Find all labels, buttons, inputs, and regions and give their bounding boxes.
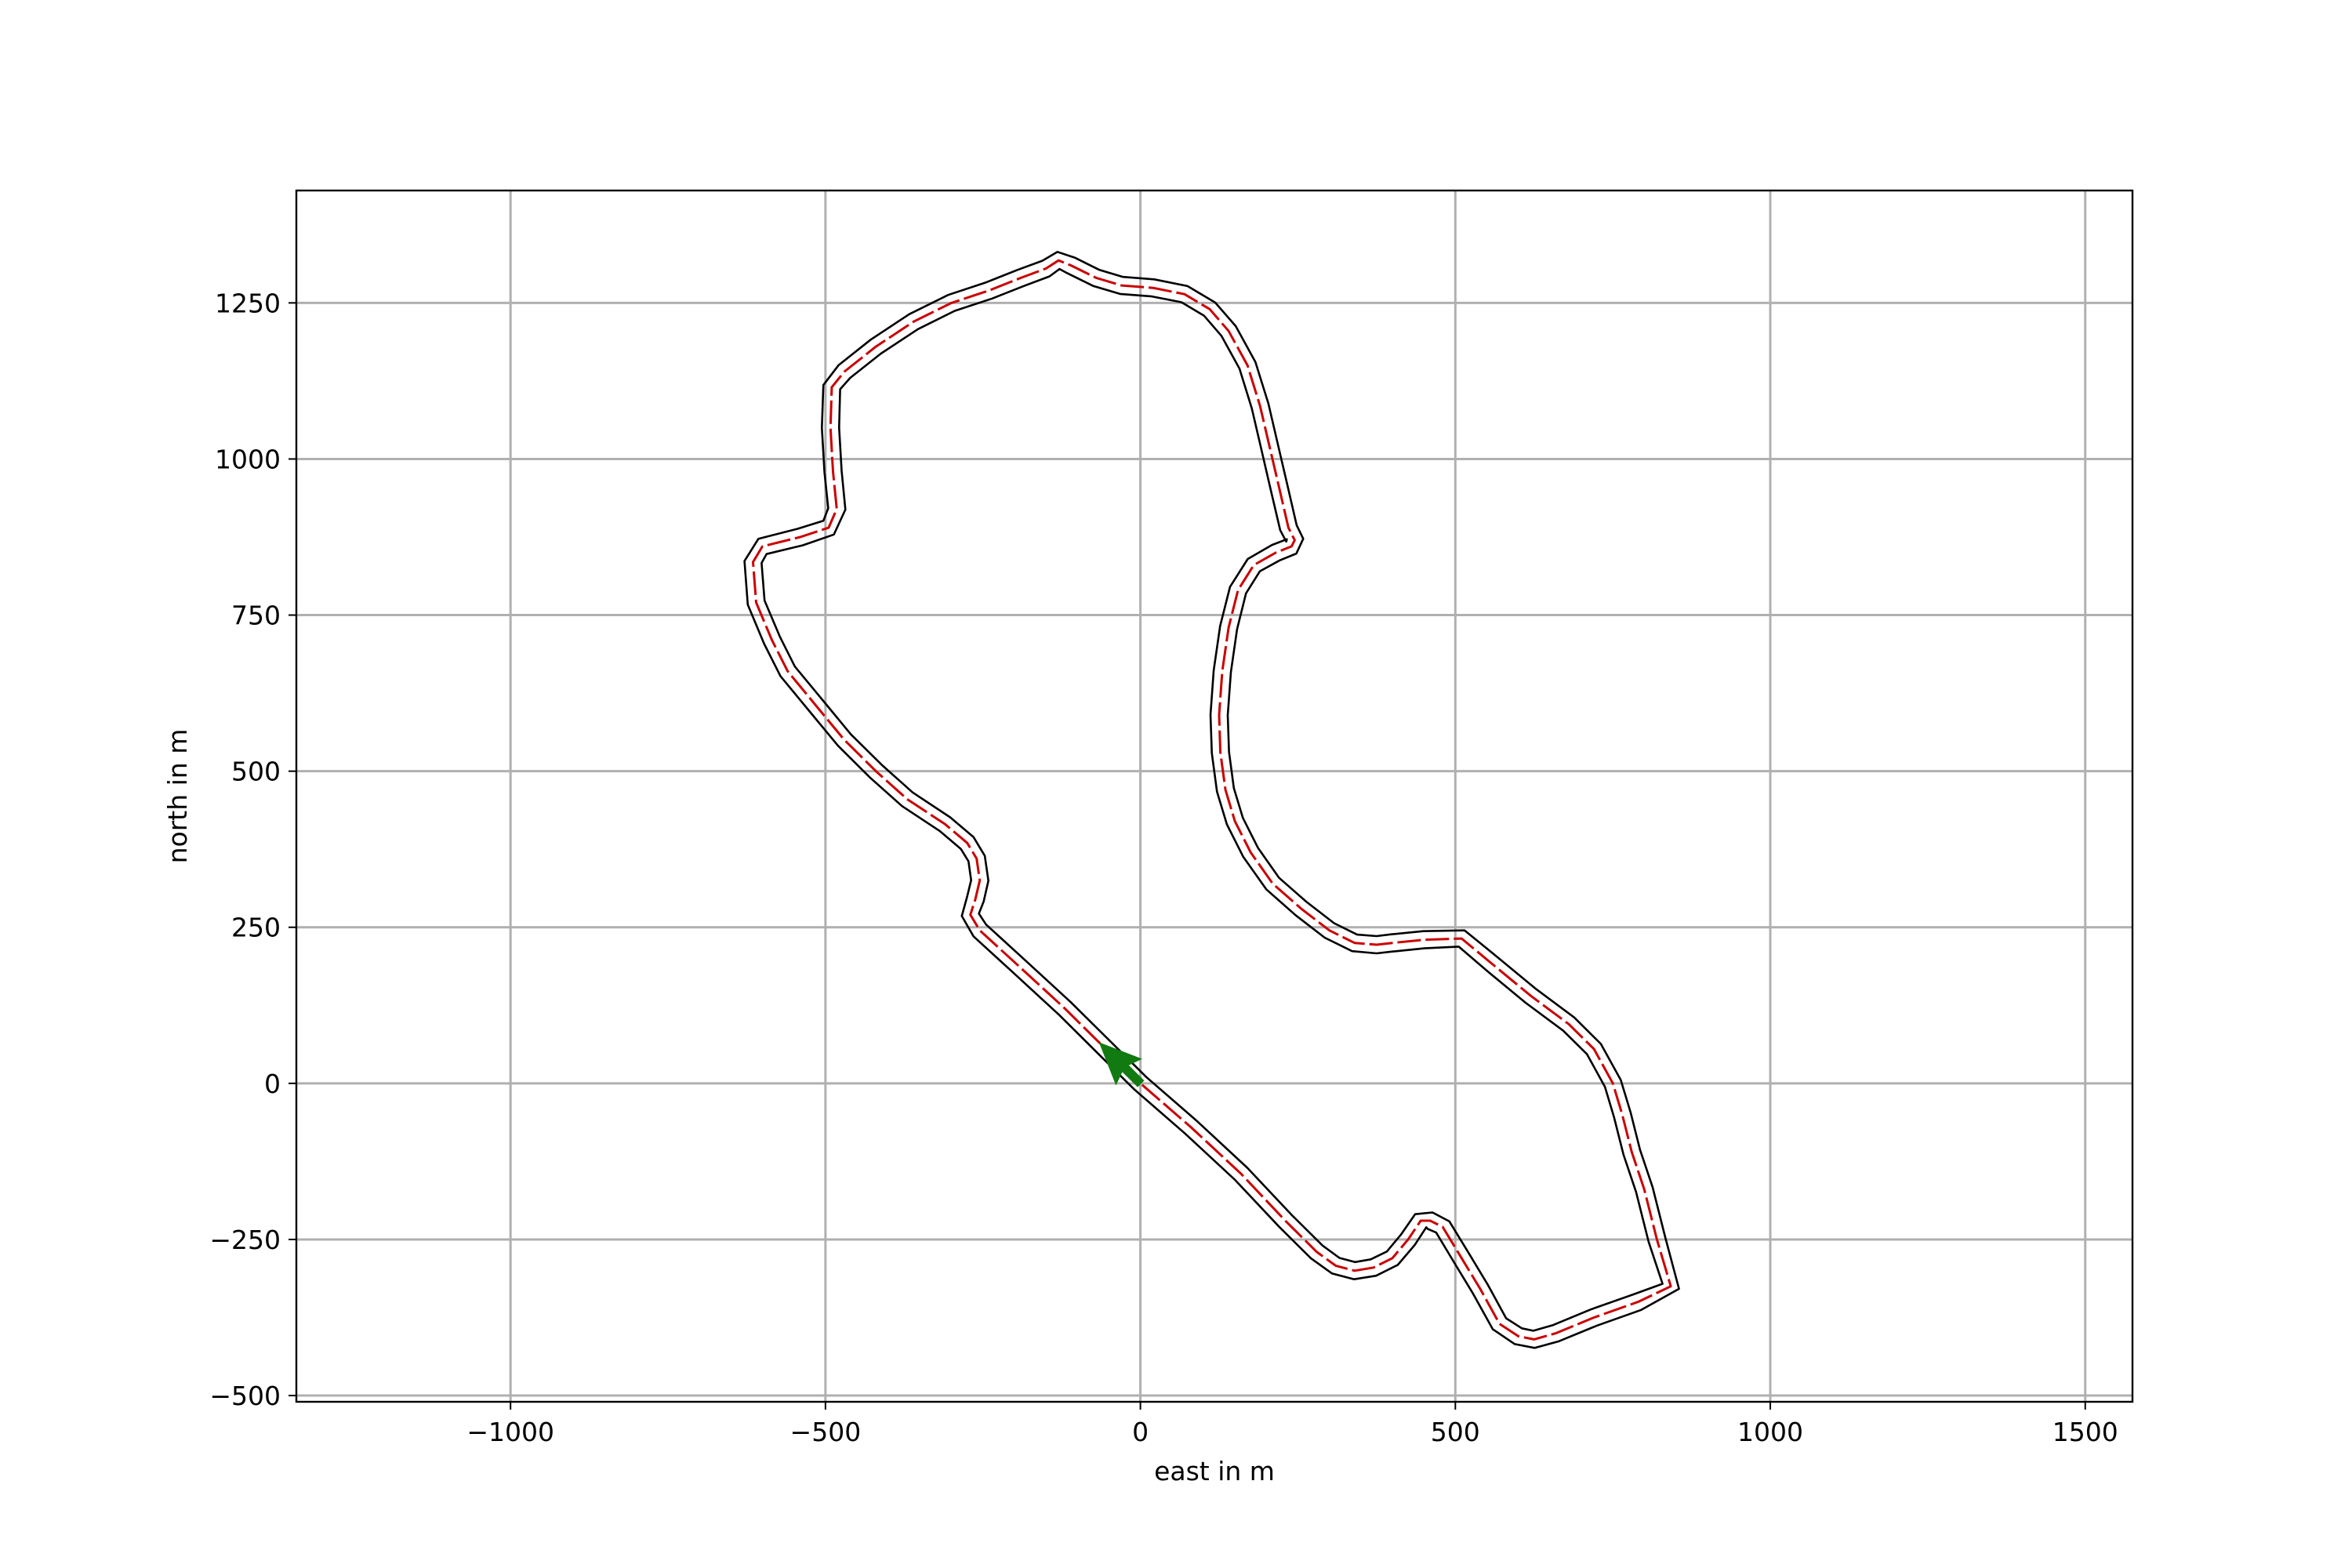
x-tick-label: 1000: [1737, 1417, 1803, 1447]
x-tick-label: 0: [1132, 1417, 1149, 1447]
y-tick-label: 750: [231, 601, 281, 631]
x-tick-label: −1000: [466, 1417, 554, 1447]
start-arrow-icon: [1098, 1042, 1145, 1087]
y-tick-label: 500: [231, 757, 281, 787]
x-axis-label: east in m: [1154, 1456, 1275, 1486]
start-arrow-shape: [1098, 1042, 1145, 1087]
series-layer: [743, 251, 1680, 1349]
y-tick-label: 0: [264, 1069, 281, 1099]
y-tick-label: 1000: [215, 444, 281, 474]
track-border-left: [760, 267, 1664, 1332]
ticks: −1000 −500 0 500 1000 1500 −500 −250 0 250 500 750 1…: [209, 288, 2118, 1447]
x-tick-label: −500: [790, 1417, 862, 1447]
plot-frame: [295, 189, 2134, 1403]
y-tick-label: −500: [209, 1381, 281, 1411]
racing-line: [752, 259, 1672, 1341]
y-tick-label: 1250: [215, 288, 281, 318]
x-tick-label: 1500: [2053, 1417, 2118, 1447]
track-border-right: [743, 251, 1680, 1349]
y-tick-label: 250: [231, 913, 281, 943]
x-tick-label: 500: [1431, 1417, 1480, 1447]
y-axis-label: north in m: [162, 729, 193, 864]
y-tick-label: −250: [209, 1225, 281, 1255]
